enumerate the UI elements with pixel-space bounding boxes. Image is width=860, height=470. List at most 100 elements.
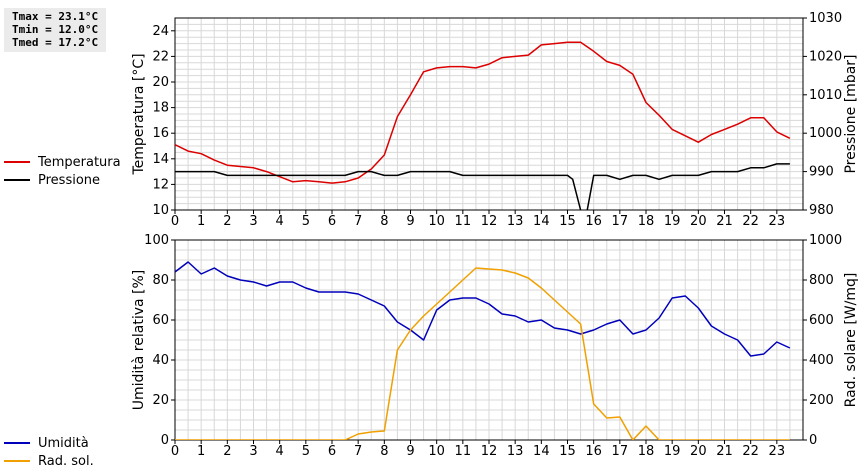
y2-tick-label: 200: [809, 393, 834, 408]
x-tick-label: 1: [197, 214, 205, 229]
x-tick-label: 15: [559, 444, 576, 459]
y-tick-label: 20: [152, 75, 169, 90]
x-tick-label: 1: [197, 444, 205, 459]
x-tick-label: 21: [716, 214, 733, 229]
x-tick-label: 5: [302, 214, 310, 229]
legend-item-pressione: Pressione: [4, 171, 121, 189]
y-tick-label: 22: [152, 49, 169, 64]
series-line-temperatura: [175, 41, 791, 184]
y2-tick-label: 400: [809, 353, 834, 368]
y-tick-label: 24: [152, 24, 169, 39]
legend-label-temperatura: Temperatura: [38, 154, 121, 170]
y-tick-label: 20: [152, 393, 169, 408]
x-tick-label: 11: [455, 444, 472, 459]
x-tick-label: 13: [507, 444, 524, 459]
x-tick-label: 11: [455, 214, 472, 229]
x-tick-label: 19: [664, 444, 681, 459]
x-tick-label: 2: [223, 444, 231, 459]
y-tick-label: 12: [152, 177, 169, 192]
y2-tick-label: 1010: [809, 88, 842, 103]
x-tick-label: 3: [249, 214, 257, 229]
x-tick-label: 12: [481, 214, 498, 229]
y2-axis-title: Rad. solare [W/mq]: [843, 273, 859, 408]
x-tick-label: 0: [171, 444, 179, 459]
x-tick-label: 8: [380, 444, 388, 459]
legend-label-pressione: Pressione: [38, 172, 101, 188]
x-tick-label: 15: [559, 214, 576, 229]
chart-1: 0 1 2 3 4 5 6 7 8 9 10 11 12 13 14 15 16 17 18 19 20 21 22 2302…: [131, 233, 859, 459]
legend-swatch-pressione: [4, 179, 30, 181]
x-tick-label: 20: [690, 444, 707, 459]
y-tick-label: 100: [144, 233, 169, 248]
x-tick-label: 2: [223, 214, 231, 229]
x-tick-label: 16: [585, 214, 602, 229]
y-tick-label: 14: [152, 152, 169, 167]
y2-axis-title: Pressione [mbar]: [843, 54, 859, 173]
x-tick-label: 23: [769, 444, 786, 459]
stat-tmin: Tmin = 12.0°C: [12, 23, 99, 36]
x-tick-label: 22: [742, 444, 759, 459]
stats-box: Tmax = 23.1°C Tmin = 12.0°C Tmed = 17.2°…: [4, 8, 107, 52]
charts-canvas: 0 1 2 3 4 5 6 7 8 9 10 11 12 13 14 15 16 17 18 19 20 21 22 2310…: [131, 11, 859, 459]
legend-item-umidita: Umidità: [4, 434, 94, 452]
stat-tmed: Tmed = 17.2°C: [12, 36, 99, 49]
x-tick-label: 7: [354, 444, 362, 459]
legend-top: Temperatura Pressione: [4, 153, 121, 189]
y2-tick-label: 1000: [809, 233, 842, 248]
y-tick-label: 80: [152, 273, 169, 288]
y-tick-label: 10: [152, 203, 169, 218]
y2-tick-label: 1020: [809, 49, 842, 64]
y-tick-label: 0: [161, 433, 169, 448]
x-tick-label: 5: [302, 444, 310, 459]
x-tick-label: 6: [328, 214, 336, 229]
x-tick-label: 8: [380, 214, 388, 229]
x-tick-label: 9: [406, 444, 414, 459]
x-tick-label: 22: [742, 214, 759, 229]
y2-tick-label: 800: [809, 273, 834, 288]
y-axis-title: Temperatura [°C]: [131, 53, 147, 175]
legend-swatch-rad-sol: [4, 460, 30, 462]
x-tick-label: 17: [612, 444, 629, 459]
x-tick-label: 14: [533, 214, 550, 229]
y-tick-label: 40: [152, 353, 169, 368]
x-tick-label: 19: [664, 214, 681, 229]
y-axis-title: Umidità relativa [%]: [131, 270, 147, 411]
x-tick-label: 4: [276, 214, 284, 229]
x-tick-label: 20: [690, 214, 707, 229]
x-tick-label: 6: [328, 444, 336, 459]
y2-tick-label: 990: [809, 165, 834, 180]
x-tick-label: 21: [716, 444, 733, 459]
y-tick-label: 18: [152, 101, 169, 116]
x-tick-label: 17: [612, 214, 629, 229]
x-tick-label: 18: [638, 214, 655, 229]
legend-swatch-temperatura: [4, 161, 30, 163]
y2-tick-label: 0: [809, 433, 817, 448]
x-tick-label: 10: [428, 214, 445, 229]
x-tick-label: 9: [406, 214, 414, 229]
x-tick-label: 4: [276, 444, 284, 459]
stat-tmax: Tmax = 23.1°C: [12, 10, 99, 23]
y2-tick-label: 1030: [809, 11, 842, 26]
series-line-umidit: [175, 261, 791, 357]
legend-item-temperatura: Temperatura: [4, 153, 121, 171]
y2-tick-label: 980: [809, 203, 834, 218]
x-tick-label: 10: [428, 444, 445, 459]
y2-tick-label: 1000: [809, 126, 842, 141]
x-tick-label: 18: [638, 444, 655, 459]
y-tick-label: 60: [152, 313, 169, 328]
y-tick-label: 16: [152, 126, 169, 141]
x-tick-label: 14: [533, 444, 550, 459]
x-tick-label: 12: [481, 444, 498, 459]
series-line-pressione: [175, 163, 790, 210]
x-tick-label: 3: [249, 444, 257, 459]
x-tick-label: 23: [769, 214, 786, 229]
x-tick-label: 0: [171, 214, 179, 229]
legend-label-umidita: Umidità: [38, 435, 89, 451]
chart-0: 0 1 2 3 4 5 6 7 8 9 10 11 12 13 14 15 16 17 18 19 20 21 22 2310…: [131, 11, 859, 229]
legend-swatch-umidita: [4, 442, 30, 444]
y2-tick-label: 600: [809, 313, 834, 328]
x-tick-label: 7: [354, 214, 362, 229]
series-line-rad-sol: [175, 267, 790, 440]
x-tick-label: 16: [585, 444, 602, 459]
x-tick-label: 13: [507, 214, 524, 229]
